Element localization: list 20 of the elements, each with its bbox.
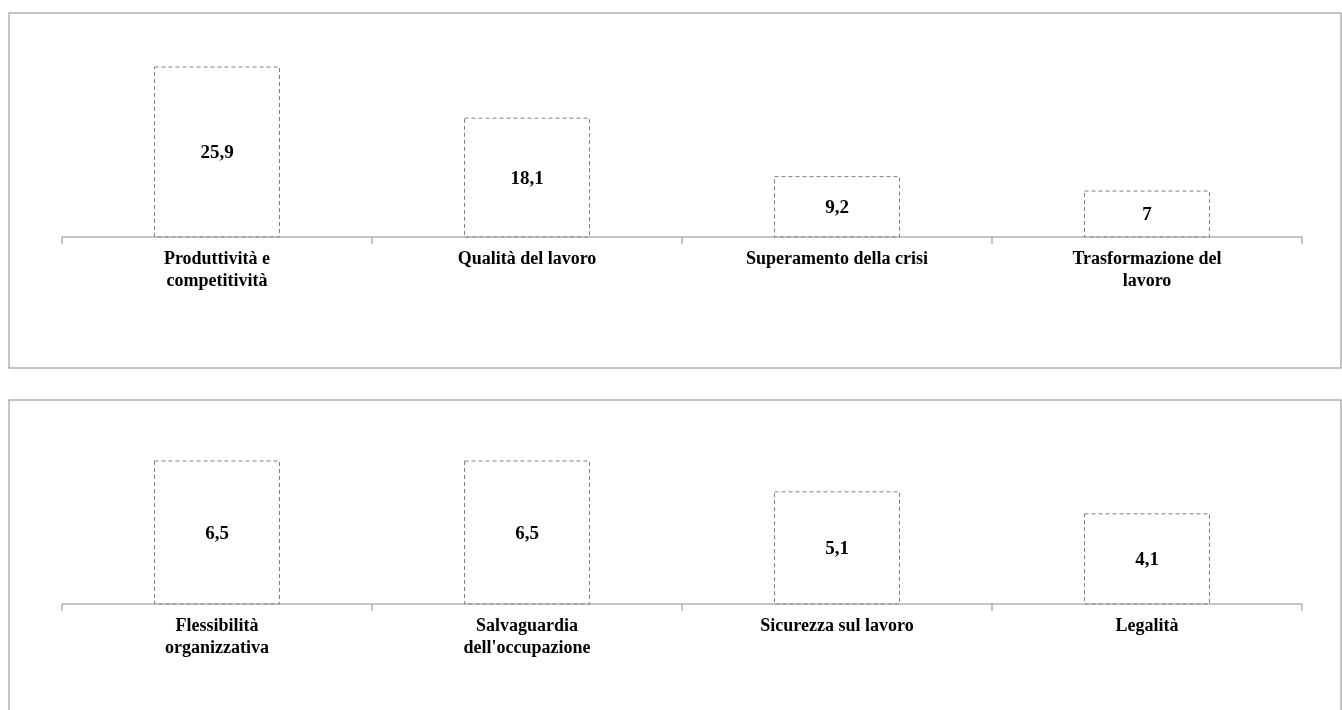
data-label: 6,5 [515,521,539,543]
x-tick-label: Superamento della crisi [746,248,928,268]
bar [774,176,900,238]
bar [154,66,280,238]
bar [1084,190,1210,238]
x-tick-label: Trasformazione del lavoro [1072,248,1222,290]
bar [464,117,590,238]
data-label: 4,1 [1135,547,1159,569]
x-tick-label: Legalità [1115,615,1179,635]
x-tick-label: Salvaguardia dell'occupazione [463,615,591,657]
x-tick-label: Qualità del lavoro [457,248,597,268]
data-label: 6,5 [205,521,229,543]
data-label: 9,2 [825,195,849,217]
x-tick-label: Sicurezza sul lavoro [760,615,914,635]
data-label: 18,1 [510,166,544,188]
data-label: 7 [1142,203,1153,225]
data-label: 5,1 [825,536,849,558]
data-label: 25,9 [200,141,234,162]
x-tick-label: Produttività e competitività [163,248,271,290]
x-tick-label: Flessibilità organizzativa [165,615,269,657]
